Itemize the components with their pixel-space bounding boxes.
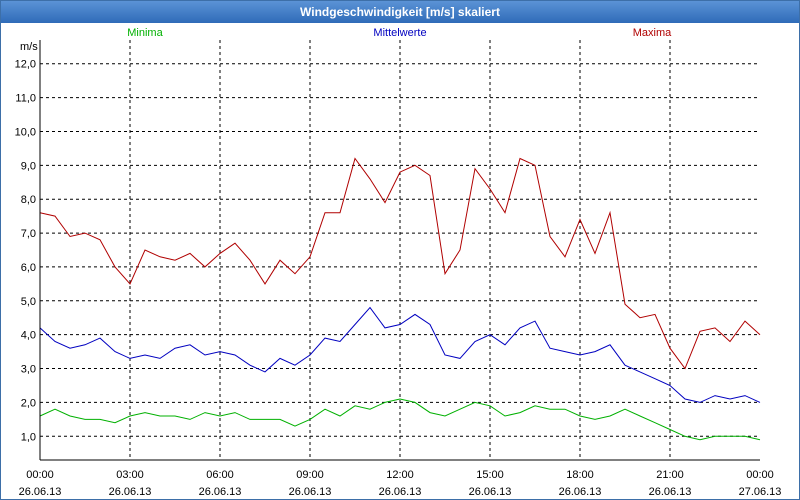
y-tick-label: 1,0 [21,431,36,443]
series-lines [39,157,761,441]
y-tick-label: 9,0 [21,160,36,172]
chart-title: Windgeschwindigkeit [m/s] skaliert [1,1,799,23]
legend-entry-mittelwerte: Mittelwerte [373,27,426,39]
y-tick-label: 4,0 [21,330,36,342]
series-line-mittelwerte [39,306,761,403]
y-tick-label: 7,0 [21,228,36,240]
y-tick-label: 5,0 [21,296,36,308]
x-tick-time: 06:00 [206,469,234,481]
legend-entry-maxima: Maxima [633,27,672,39]
x-tick-time: 09:00 [296,469,324,481]
x-tick-time: 21:00 [656,469,684,481]
x-tick-time: 00:00 [746,469,774,481]
series-line-maxima [39,157,761,370]
y-tick-label: 2,0 [21,397,36,409]
x-tick-time: 18:00 [566,469,594,481]
legend-entry-minima: Minima [127,27,163,39]
x-tick-date: 26.06.13 [289,486,332,498]
grid-lines [40,40,760,460]
y-axis-label: m/s [20,41,38,53]
y-tick-label: 6,0 [21,262,36,274]
x-tick-date: 26.06.13 [469,486,512,498]
axes [39,40,760,461]
x-tick-date: 26.06.13 [559,486,602,498]
y-tick-label: 11,0 [15,93,36,105]
x-tick-time: 15:00 [476,469,504,481]
series-line-minima [39,398,761,441]
x-tick-time: 03:00 [116,469,144,481]
x-tick-date: 26.06.13 [379,486,422,498]
y-tick-label: 3,0 [21,364,36,376]
x-tick-time: 12:00 [386,469,414,481]
y-tick-label: 10,0 [15,126,36,138]
x-tick-date: 27.06.13 [739,486,782,498]
x-tick-date: 26.06.13 [199,486,242,498]
x-tick-date: 26.06.13 [19,486,62,498]
y-tick-labels: 1,0 2,0 3,0 4,0 5,0 6,0 7,0 8,0 9,0 10,0 11,0 12,0 [15,59,36,444]
x-tick-date: 26.06.13 [109,486,152,498]
x-tick-date: 26.06.13 [649,486,692,498]
y-tick-label: 12,0 [15,59,36,71]
y-tick-label: 8,0 [21,194,36,206]
x-tick-time: 00:00 [26,469,54,481]
legend: Minima Mittelwerte Maxima [127,27,672,39]
x-tick-labels: 00:00 26.06.13 03:00 26.06.13 06:00 26.06.13 0… [19,469,782,498]
